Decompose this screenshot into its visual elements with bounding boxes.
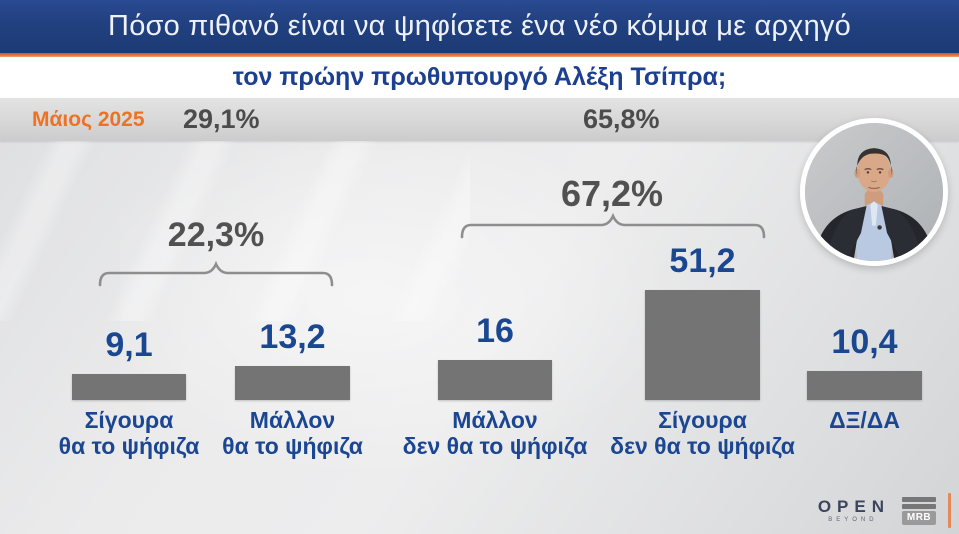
open-logo-text: OPEN: [817, 497, 890, 516]
bar-rect: [72, 374, 186, 400]
total-positive: 29,1%: [183, 104, 260, 134]
bar-rect: [807, 371, 922, 400]
mrb-logo-bar: [902, 503, 936, 509]
subtitle-band: τον πρώην πρωθυπουργό Αλέξη Τσίπρα;: [0, 57, 959, 98]
meta-band: Μάιος 2025 29,1% 65,8%: [0, 98, 959, 141]
bar-value: 51,2: [669, 242, 736, 280]
bar-label-line: δεν θα το ψήφιζα: [402, 433, 588, 459]
bar-label-line: Μάλλον: [452, 407, 538, 433]
bar-value: 10,4: [831, 323, 898, 361]
bar-label: Σίγουρα θα το ψήφιζα: [12, 407, 247, 459]
mrb-logo-box: MRB: [902, 510, 936, 525]
group-label-right: 67,2%: [560, 173, 664, 214]
bar-label: Μάλλον δεν θα το ψήφιζα: [378, 407, 613, 459]
bar-label-line: Σίγουρα: [84, 407, 174, 433]
bar-value: 16: [476, 312, 514, 350]
footer-logos: OPEN BEYOND MRB: [812, 493, 951, 528]
bar-rect: [438, 360, 552, 400]
mrb-logo-bar: [902, 496, 936, 502]
open-tv-logo: OPEN BEYOND: [812, 498, 890, 523]
bar-rect: [645, 290, 760, 400]
group-label-left: 22,3%: [167, 216, 265, 254]
bar-label-line: θα το ψήφιζα: [222, 433, 363, 459]
survey-date-label: Μάιος 2025: [32, 108, 145, 131]
bar-column-sigoura-den: 51,2 Σίγουρα δεν θα το ψήφιζα: [610, 242, 795, 459]
bar-column-sigoura-tha: 9,1 Σίγουρα θα το ψήφιζα: [59, 326, 200, 459]
page-title: Πόσο πιθανό είναι να ψηφίσετε ένα νέο κό…: [108, 10, 851, 42]
bar-value: 9,1: [105, 326, 153, 364]
bar-column-dxda: 10,4 ΔΞ/ΔΑ: [807, 323, 922, 433]
bar-value: 13,2: [259, 318, 326, 356]
bar-label-line: ΔΞ/ΔΑ: [829, 407, 900, 433]
page-subtitle: τον πρώην πρωθυπουργό Αλέξη Τσίπρα;: [232, 63, 727, 91]
bar-rect: [235, 366, 350, 400]
bar-label: Μάλλον θα το ψήφιζα: [174, 407, 411, 459]
bar-label-line: θα το ψήφιζα: [58, 433, 200, 459]
portrait-illustration: [805, 123, 943, 261]
tsipras-portrait-photo: [800, 118, 948, 266]
bar-column-mallon-den: 16 Μάλλον δεν θα το ψήφιζα: [403, 312, 588, 459]
mrb-logo-text: MRB: [906, 512, 932, 523]
header-bar: Πόσο πιθανό είναι να ψηφίσετε ένα νέο κό…: [0, 0, 959, 53]
orange-divider: [948, 493, 951, 528]
bar-column-mallon-tha: 13,2 Μάλλον θα το ψήφιζα: [222, 318, 363, 459]
bar-label-line: Μάλλον: [249, 407, 336, 433]
brace-right: [460, 213, 766, 239]
open-logo-subtext: BEYOND: [828, 517, 878, 523]
mrb-logo: MRB: [902, 496, 936, 525]
bar-label: Σίγουρα δεν θα το ψήφιζα: [584, 407, 821, 459]
bar-label-line: Σίγουρα: [658, 407, 747, 433]
orange-accent-line: [0, 53, 959, 57]
total-negative: 65,8%: [583, 104, 660, 134]
bar-label: ΔΞ/ΔΑ: [746, 407, 959, 433]
brace-left: [98, 260, 334, 287]
bar-label-line: δεν θα το ψήφιζα: [610, 433, 795, 459]
